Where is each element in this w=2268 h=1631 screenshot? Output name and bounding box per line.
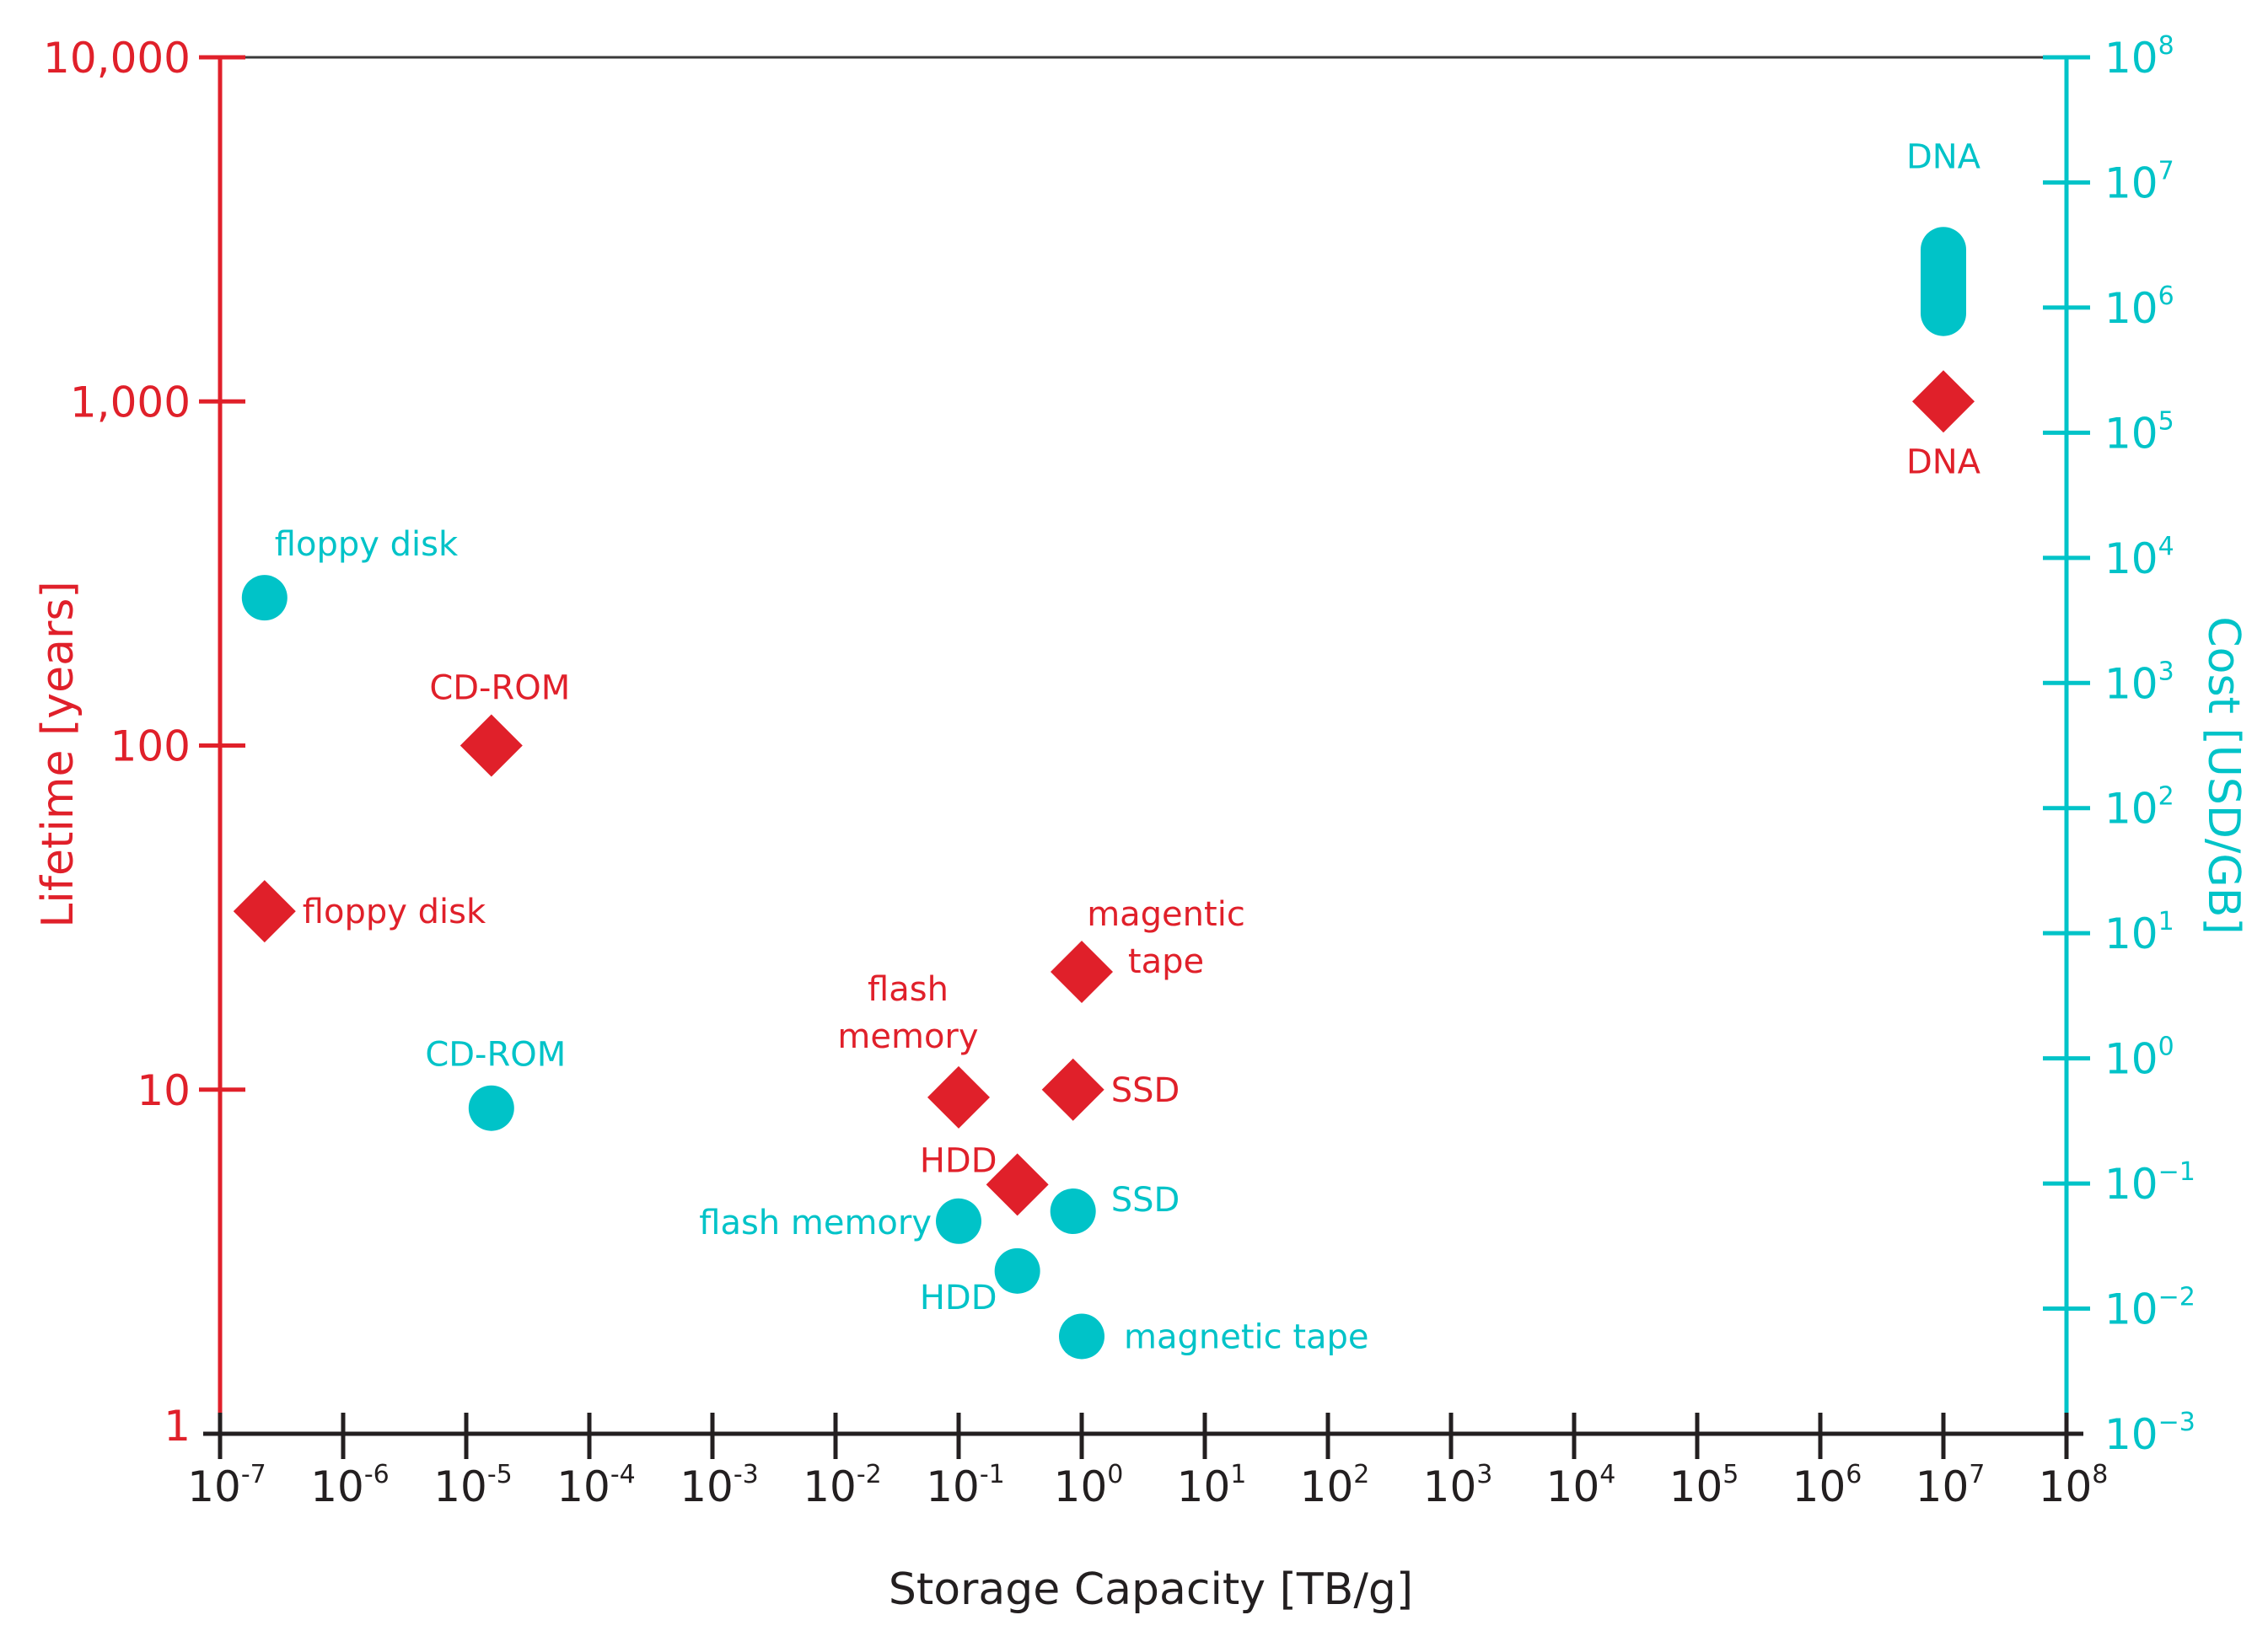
x-tick-label: 10-5: [433, 1460, 513, 1511]
x-tick-label: 10-4: [556, 1460, 636, 1511]
lifetime-point-floppy-disk: [233, 880, 296, 943]
cost-point-ssd: [1050, 1188, 1096, 1235]
lifetime-label: SSD: [1111, 1071, 1180, 1110]
lifetime-point-ssd: [1041, 1058, 1104, 1121]
data-marks: floppy disk CD-ROM flash memory HDD SSD magent…: [233, 137, 1981, 1360]
cost-point-magnetic-tape: [1059, 1313, 1104, 1360]
x-tick-label: 101: [1177, 1460, 1247, 1511]
lifetime-point-dna: [1912, 370, 1975, 433]
x-tick-label: 107: [1916, 1460, 1986, 1511]
cost-label: magnetic tape: [1124, 1317, 1369, 1356]
lifetime-point-hdd: [986, 1153, 1049, 1216]
y-right-tick-label: 10−3: [2104, 1408, 2195, 1459]
x-tick-label: 102: [1300, 1460, 1370, 1511]
lifetime-label: magentic tape: [1087, 895, 1245, 981]
cost-label: flash memory: [699, 1204, 932, 1242]
lifetime-label: floppy disk: [303, 893, 486, 931]
cost-label: floppy disk: [275, 525, 459, 564]
y-left-tick-label: 1,000: [70, 378, 191, 427]
x-tick-label: 10-6: [310, 1460, 390, 1511]
y-left-axis-title: Lifetime [years]: [33, 581, 83, 927]
cost-point-cd-rom: [468, 1085, 514, 1131]
y-right-tick-label: 107: [2104, 156, 2174, 207]
y-left-tick-label: 10,000: [43, 34, 191, 83]
x-tick-label: 108: [2039, 1460, 2109, 1511]
lifetime-label: DNA: [1906, 443, 1981, 481]
x-tick-label: 10-7: [187, 1460, 266, 1511]
lifetime-label: HDD: [920, 1141, 997, 1180]
cost-point-floppy-disk: [241, 575, 288, 621]
cost-label: DNA: [1906, 137, 1981, 176]
y-right-tick-label: 10−2: [2104, 1283, 2195, 1334]
x-tick-label: 10-2: [803, 1460, 882, 1511]
y-right-tick-label: 106: [2104, 282, 2174, 333]
lifetime-label: CD-ROM: [429, 669, 570, 708]
x-axis-title: Storage Capacity [TB/g]: [889, 1564, 1413, 1615]
x-tick-label: 105: [1669, 1460, 1739, 1511]
y-left-tick-label: 10: [137, 1066, 191, 1115]
y-right-tick-label: 108: [2104, 31, 2174, 83]
y-right-tick-label: 102: [2104, 782, 2174, 834]
y-right-tick-label: 10−1: [2104, 1157, 2195, 1209]
y-right-axis-title: Cost [USD/GB]: [2198, 616, 2249, 934]
cost-point-hdd: [994, 1247, 1040, 1294]
y-right-tick-label: 100: [2104, 1033, 2174, 1084]
x-tick-label: 104: [1546, 1460, 1616, 1511]
cost-label: HDD: [920, 1279, 997, 1317]
x-tick-label: 10-3: [680, 1460, 759, 1511]
x-tick-label: 10-1: [926, 1460, 1005, 1511]
x-tick-label: 103: [1423, 1460, 1493, 1511]
cost-label: SSD: [1111, 1181, 1180, 1220]
lifetime-point-magentic-tape: [1051, 940, 1113, 1003]
y-right-tick-label: 104: [2104, 532, 2174, 583]
lifetime-label: flash memory: [837, 970, 978, 1056]
cost-label: CD-ROM: [425, 1036, 566, 1075]
y-left-tick-label: 1: [164, 1402, 191, 1451]
axes: 10-7 10-6 10-5 10-4 10-3 10-2 10-1 100 101 102 103…: [43, 31, 2195, 1511]
x-tick-label: 106: [1792, 1460, 1862, 1511]
cost-point-flash-memory: [936, 1198, 981, 1244]
x-tick-label: 100: [1054, 1460, 1124, 1511]
y-right-tick-label: 105: [2104, 406, 2174, 458]
lifetime-point-cd-rom: [460, 714, 523, 777]
lifetime-point-flash-memory: [927, 1065, 990, 1129]
y-right-tick-label: 103: [2104, 657, 2174, 708]
y-left-tick-label: 100: [110, 722, 191, 771]
y-right-tick-label: 101: [2104, 907, 2174, 958]
